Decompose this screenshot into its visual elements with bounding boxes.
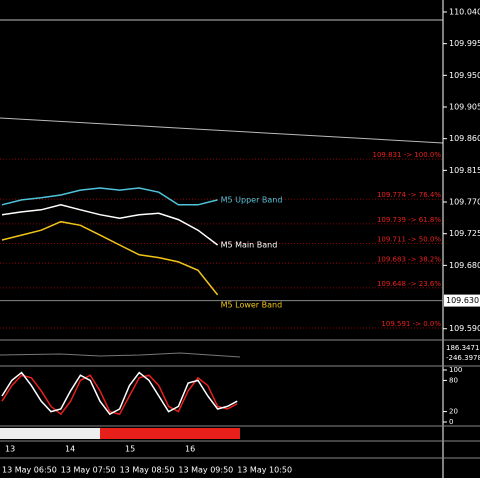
y-tick-label: 0 <box>449 418 453 426</box>
y-tick-label: 20 <box>449 408 458 416</box>
session-label: 16 <box>185 445 195 454</box>
y-tick-label: 109.995 <box>449 39 480 48</box>
x-tick-label: 13 May 07:50 <box>61 466 116 475</box>
x-tick-label: 13 May 06:50 <box>2 466 57 475</box>
indicator-label: -246.3978 <box>446 354 480 362</box>
session-label: 15 <box>125 445 135 454</box>
y-tick-label: 109.590 <box>449 324 480 333</box>
y-tick-label: 109.905 <box>449 102 480 111</box>
y-tick-label: 110.040 <box>449 7 480 16</box>
series-line <box>1 187 218 206</box>
y-tick-label: 109.950 <box>449 71 480 80</box>
fib-label: 109.711 -> 50.0% <box>377 236 441 244</box>
price-box <box>444 294 480 307</box>
series-label: M5 Lower Band <box>221 300 283 309</box>
histogram-block <box>100 428 240 439</box>
y-tick-label: 109.770 <box>449 198 480 207</box>
histogram-block <box>0 428 100 439</box>
oscillator-line <box>0 352 241 358</box>
y-tick-label: 109.815 <box>449 166 480 175</box>
series-label: M5 Upper Band <box>221 195 283 204</box>
indicator-label: 186.3471 <box>446 344 479 352</box>
x-tick-label: 13 May 10:50 <box>237 466 292 475</box>
series-line <box>1 220 219 296</box>
y-tick-label: 109.860 <box>449 134 480 143</box>
series-line <box>1 204 219 246</box>
series-line <box>1 374 238 416</box>
fib-label: 109.774 -> 76.4% <box>377 191 441 199</box>
y-tick-label: 100 <box>449 366 462 374</box>
session-label: 13 <box>5 445 15 454</box>
y-tick-label: 109.680 <box>449 261 480 270</box>
fib-label: 109.648 -> 23.6% <box>377 280 441 288</box>
fib-label: 109.591 -> 0.0% <box>381 320 441 328</box>
session-label: 14 <box>65 445 75 454</box>
x-tick-label: 13 May 09:50 <box>178 466 233 475</box>
y-tick-label: 109.725 <box>449 229 480 238</box>
x-tick-label: 13 May 08:50 <box>120 466 175 475</box>
fib-label: 109.683 -> 38.2% <box>377 255 441 263</box>
fib-label: 109.831 -> 100.0% <box>373 151 442 159</box>
series-line <box>1 371 238 416</box>
trend-line <box>0 117 444 144</box>
y-tick-label: 80 <box>449 376 458 384</box>
plot-area <box>0 0 443 478</box>
fib-label: 109.739 -> 61.8% <box>377 216 441 224</box>
price-label: 109.630 <box>446 296 479 305</box>
series-label: M5 Main Band <box>221 240 278 249</box>
